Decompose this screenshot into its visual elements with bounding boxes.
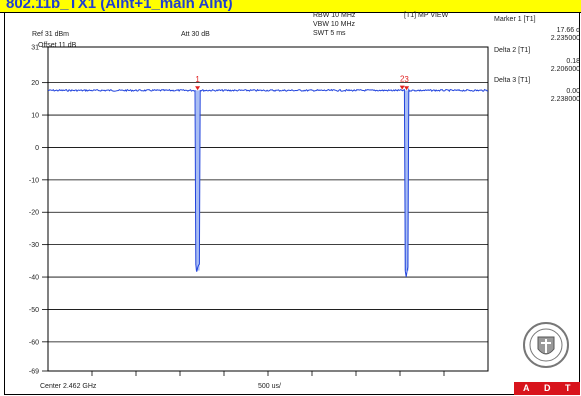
center-frequency: Center 2.462 GHz bbox=[40, 383, 97, 390]
y-tick-label: 0 bbox=[35, 145, 39, 152]
y-tick-label: -30 bbox=[29, 242, 39, 249]
y-tick-label: 10 bbox=[31, 113, 39, 120]
marker1-label: Marker 1 [T1] bbox=[494, 16, 536, 23]
marker-triangle bbox=[195, 86, 201, 91]
delta3-value: 0.00 bbox=[566, 88, 580, 95]
span-per-div: 500 us/ bbox=[258, 383, 281, 390]
y-tick-label: 31 bbox=[31, 45, 39, 52]
ref-level: Ref 31 dBm bbox=[32, 31, 69, 38]
y-tick-label: -50 bbox=[29, 307, 39, 314]
plot-frame bbox=[4, 12, 580, 395]
page-title: 802.11b_TX1 (Aint+1_main Aint) bbox=[6, 0, 233, 12]
marker-label: 1 bbox=[195, 75, 200, 84]
marker-triangle bbox=[404, 86, 410, 91]
y-tick-label: -20 bbox=[29, 210, 39, 217]
title-bar: 802.11b_TX1 (Aint+1_main Aint) bbox=[0, 0, 581, 13]
y-tick-label: 20 bbox=[31, 80, 39, 87]
y-tick-label: -10 bbox=[29, 177, 39, 184]
marker1-freq: 2.235000 bbox=[550, 35, 580, 42]
delta3-label: Delta 3 [T1] bbox=[494, 77, 531, 84]
bureau-veritas-logo bbox=[523, 322, 569, 368]
adt-badge: A D T bbox=[514, 382, 580, 395]
badge-letter-a: A bbox=[523, 383, 530, 393]
dip-fill bbox=[404, 90, 409, 271]
plot-border bbox=[47, 46, 489, 372]
marker-triangle bbox=[399, 85, 405, 90]
delta3-freq: 2.238000 bbox=[550, 96, 580, 103]
trace-line bbox=[47, 87, 489, 277]
rbw-label: RBW 10 MHz bbox=[313, 12, 356, 19]
delta2-freq: 2.206000 bbox=[550, 66, 580, 73]
delta2-value: 0.18 bbox=[566, 58, 580, 65]
marker1-value: 17.66 d bbox=[556, 27, 580, 34]
view-label: [T1] MP VIEW bbox=[404, 12, 449, 19]
y-tick-label: -40 bbox=[29, 275, 39, 282]
swt-label: SWT 5 ms bbox=[313, 30, 346, 37]
marker-label: 3 bbox=[404, 75, 409, 84]
attenuation: Att 30 dB bbox=[181, 31, 210, 38]
badge-letter-t: T bbox=[565, 383, 571, 393]
dip-fill bbox=[195, 90, 200, 271]
badge-letter-d: D bbox=[544, 383, 551, 393]
offset-label: Offset 11 dB bbox=[38, 42, 77, 49]
marker-label: 2 bbox=[400, 75, 405, 84]
vbw-label: VBW 10 MHz bbox=[313, 21, 356, 28]
delta2-label: Delta 2 [T1] bbox=[494, 47, 531, 54]
y-tick-label: -60 bbox=[29, 339, 39, 346]
y-tick-label: -69 bbox=[29, 369, 39, 376]
